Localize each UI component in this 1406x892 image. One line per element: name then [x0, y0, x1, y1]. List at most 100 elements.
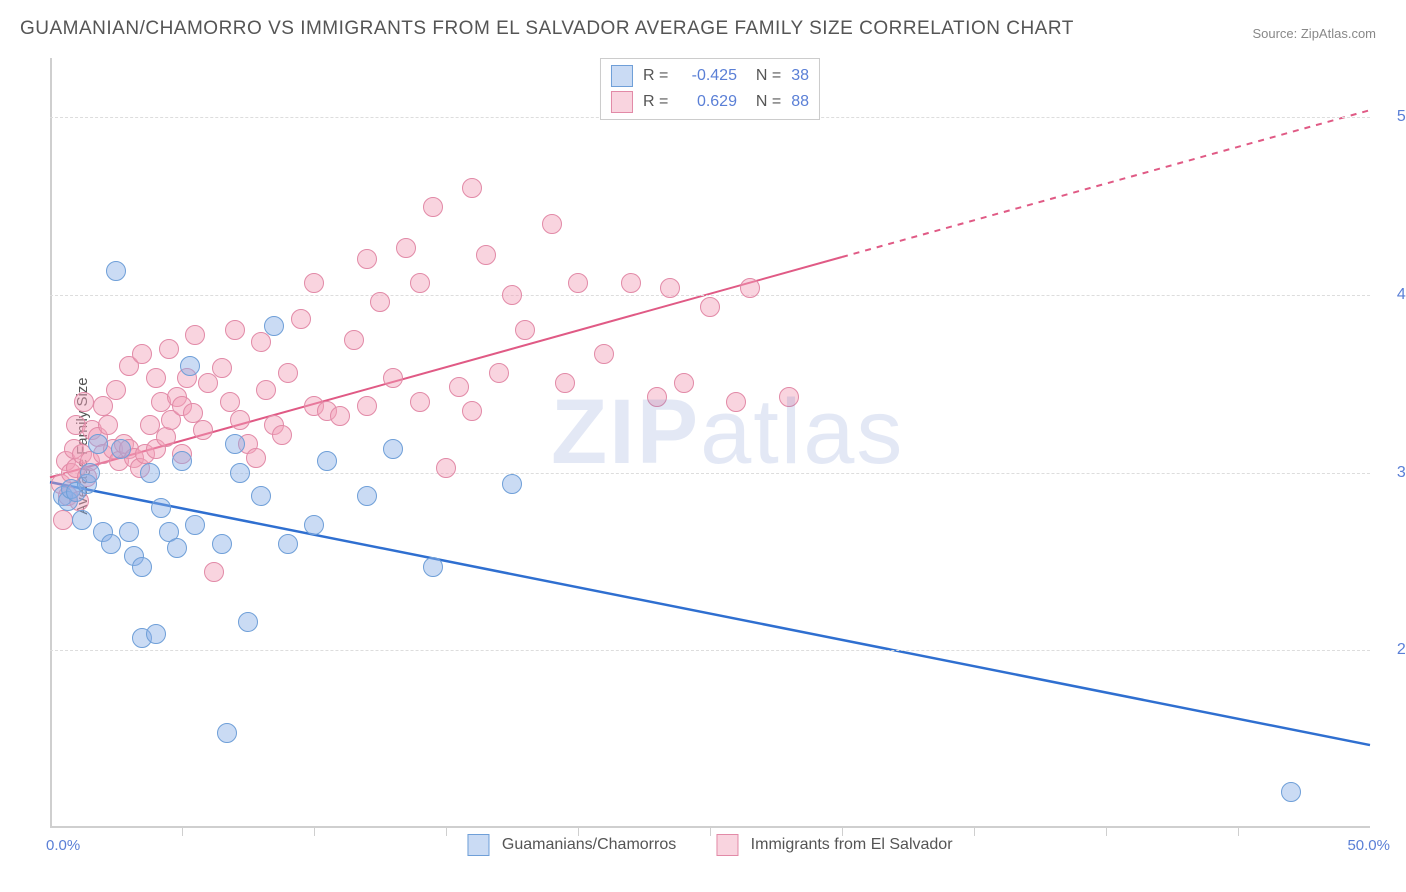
data-point-elsalv [357, 249, 377, 269]
data-point-elsalv [53, 510, 73, 530]
data-point-elsalv [647, 387, 667, 407]
data-point-elsalv [449, 377, 469, 397]
data-point-guam [502, 474, 522, 494]
data-point-guam [180, 356, 200, 376]
legend-label-guam: Guamanians/Chamorros [502, 836, 676, 853]
data-point-elsalv [515, 320, 535, 340]
legend-swatch-guam [611, 65, 633, 87]
plot-area: ZIPatlas R = -0.425 N = 38 R = 0.629 N =… [50, 58, 1370, 828]
data-point-elsalv [568, 273, 588, 293]
data-point-elsalv [185, 325, 205, 345]
data-point-elsalv [726, 392, 746, 412]
legend-n-label: N = [747, 93, 781, 111]
data-point-guam [111, 439, 131, 459]
legend-r-guam: -0.425 [681, 67, 737, 85]
data-point-elsalv [251, 332, 271, 352]
data-point-guam [167, 538, 187, 558]
legend-swatch-elsalv [716, 834, 738, 856]
data-point-elsalv [330, 406, 350, 426]
data-point-guam [304, 515, 324, 535]
data-point-elsalv [98, 415, 118, 435]
x-tick [842, 828, 843, 836]
legend-swatch-elsalv [611, 91, 633, 113]
data-point-elsalv [740, 278, 760, 298]
data-point-elsalv [542, 214, 562, 234]
data-point-elsalv [410, 273, 430, 293]
y-tick-label: 5.00 [1397, 108, 1406, 126]
trendline-elsalv-dashed [842, 110, 1370, 257]
data-point-elsalv [502, 285, 522, 305]
data-point-guam [172, 451, 192, 471]
data-point-guam [80, 463, 100, 483]
data-point-elsalv [700, 297, 720, 317]
data-point-elsalv [246, 448, 266, 468]
data-point-elsalv [489, 363, 509, 383]
data-point-guam [146, 624, 166, 644]
x-tick [710, 828, 711, 836]
source-attribution: Source: ZipAtlas.com [1252, 26, 1376, 41]
data-point-elsalv [423, 197, 443, 217]
data-point-elsalv [436, 458, 456, 478]
data-point-guam [140, 463, 160, 483]
legend-n-guam: 38 [791, 67, 809, 85]
data-point-guam [278, 534, 298, 554]
data-point-elsalv [291, 309, 311, 329]
data-point-guam [151, 498, 171, 518]
data-point-elsalv [383, 368, 403, 388]
data-point-guam [101, 534, 121, 554]
data-point-elsalv [462, 178, 482, 198]
data-point-elsalv [225, 320, 245, 340]
data-point-elsalv [344, 330, 364, 350]
y-tick-label: 2.75 [1397, 641, 1406, 659]
data-point-elsalv [555, 373, 575, 393]
x-tick [1238, 828, 1239, 836]
data-point-guam [230, 463, 250, 483]
data-point-elsalv [370, 292, 390, 312]
data-point-elsalv [106, 380, 126, 400]
data-point-elsalv [212, 358, 232, 378]
legend-n-label: N = [747, 67, 781, 85]
data-point-guam [357, 486, 377, 506]
data-point-guam [212, 534, 232, 554]
legend-item-guam: Guamanians/Chamorros [467, 834, 676, 856]
data-point-guam [317, 451, 337, 471]
data-point-elsalv [594, 344, 614, 364]
x-axis-min-label: 0.0% [46, 837, 80, 854]
data-point-guam [225, 434, 245, 454]
data-point-elsalv [193, 420, 213, 440]
legend-item-elsalv: Immigrants from El Salvador [716, 834, 952, 856]
data-point-guam [72, 510, 92, 530]
x-tick [974, 828, 975, 836]
data-point-guam [251, 486, 271, 506]
data-point-elsalv [93, 396, 113, 416]
data-point-elsalv [396, 238, 416, 258]
data-point-guam [383, 439, 403, 459]
data-point-guam [217, 723, 237, 743]
data-point-elsalv [357, 396, 377, 416]
data-point-elsalv [621, 273, 641, 293]
data-point-elsalv [674, 373, 694, 393]
data-point-guam [185, 515, 205, 535]
legend-label-elsalv: Immigrants from El Salvador [751, 836, 953, 853]
legend-row-guam: R = -0.425 N = 38 [611, 63, 809, 89]
data-point-guam [264, 316, 284, 336]
x-tick [314, 828, 315, 836]
data-point-elsalv [462, 401, 482, 421]
chart-title: GUAMANIAN/CHAMORRO VS IMMIGRANTS FROM EL… [20, 18, 1074, 40]
data-point-guam [106, 261, 126, 281]
data-point-elsalv [476, 245, 496, 265]
data-point-guam [1281, 782, 1301, 802]
data-point-elsalv [410, 392, 430, 412]
legend-row-elsalv: R = 0.629 N = 88 [611, 89, 809, 115]
data-point-elsalv [159, 339, 179, 359]
correlation-legend: R = -0.425 N = 38 R = 0.629 N = 88 [600, 58, 820, 120]
data-point-elsalv [204, 562, 224, 582]
gridline [50, 295, 1370, 296]
data-point-guam [423, 557, 443, 577]
data-point-elsalv [660, 278, 680, 298]
legend-r-label: R = [643, 67, 671, 85]
gridline [50, 650, 1370, 651]
data-point-elsalv [304, 273, 324, 293]
x-tick [446, 828, 447, 836]
x-axis-max-label: 50.0% [1347, 837, 1390, 854]
